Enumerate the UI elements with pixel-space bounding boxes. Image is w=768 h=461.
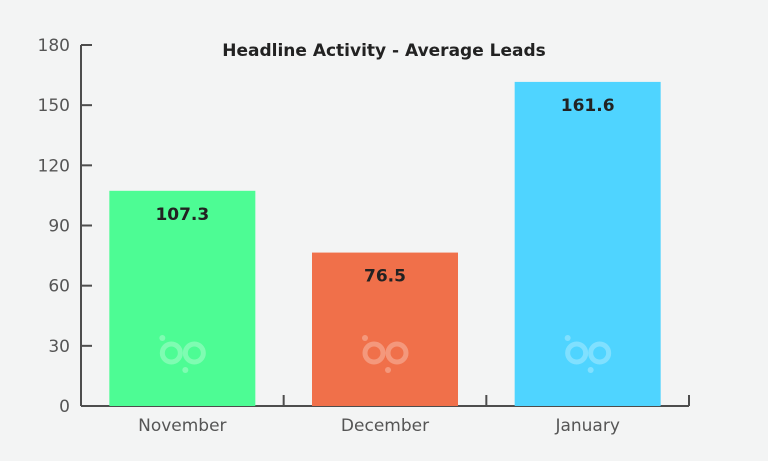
chart-title: Headline Activity - Average Leads: [222, 41, 546, 61]
category-labels-group: November December January: [138, 416, 620, 436]
y-axis: 0 30 60 90 120 150 180: [38, 36, 92, 417]
y-tick-label: 120: [38, 156, 70, 176]
y-tick-label: 0: [59, 397, 70, 417]
bp-logo-icon: [362, 335, 409, 373]
y-tick-label: 60: [48, 277, 70, 297]
y-tick-label: 30: [48, 337, 70, 357]
bar-november: [109, 190, 256, 406]
data-label: 76.5: [364, 267, 406, 287]
y-tick-label: 180: [38, 36, 70, 56]
bar-january: [514, 81, 661, 406]
x-tick-label: December: [341, 416, 429, 436]
x-tick-label: November: [138, 416, 226, 436]
y-tick-label: 150: [38, 96, 70, 116]
bars-group: [109, 81, 661, 406]
y-tick-label: 90: [48, 217, 70, 237]
bp-logo-icon: [564, 335, 612, 373]
data-label: 161.6: [561, 96, 615, 116]
data-labels-group: 107.3 76.5 161.6: [155, 96, 614, 287]
bp-logo-icon: [159, 335, 206, 373]
data-label: 107.3: [155, 205, 209, 225]
x-tick-label: January: [554, 416, 619, 436]
bar-december: [312, 252, 458, 406]
